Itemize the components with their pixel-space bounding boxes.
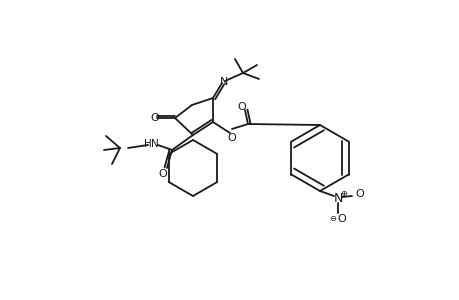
Text: O: O (227, 133, 236, 143)
Text: O: O (355, 189, 364, 199)
Text: O: O (158, 169, 167, 179)
Text: N: N (151, 139, 158, 149)
Text: ⊖: ⊖ (329, 214, 336, 224)
Text: O: O (337, 214, 346, 224)
Text: O: O (237, 102, 246, 112)
Text: H: H (144, 139, 151, 149)
Text: N: N (219, 77, 228, 87)
Text: ⊕: ⊕ (340, 190, 347, 199)
Text: N: N (333, 193, 342, 206)
Text: O: O (150, 113, 159, 123)
